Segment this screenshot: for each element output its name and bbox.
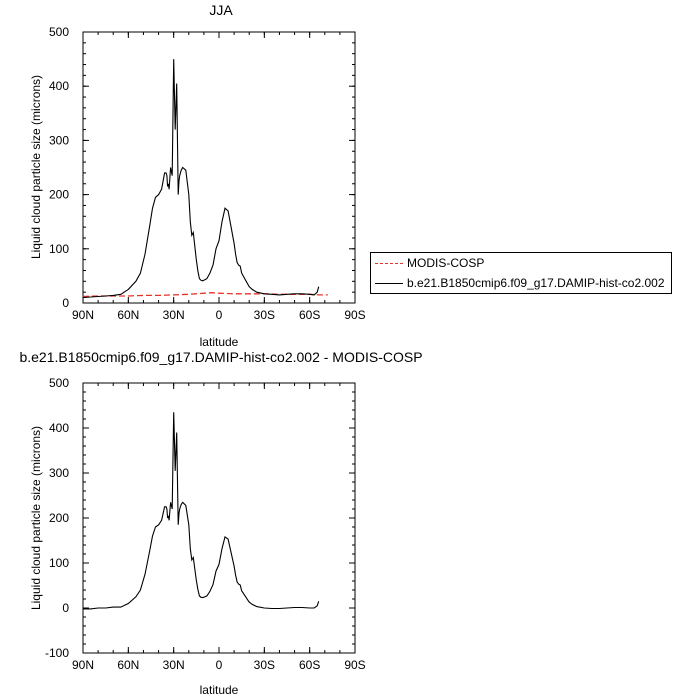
bottom-y-tick-label: 100 bbox=[49, 556, 69, 570]
bottom-x-tick-label: 0 bbox=[216, 658, 223, 672]
top-x-tick-label: 90N bbox=[72, 308, 94, 322]
top-chart-title: JJA bbox=[209, 2, 233, 18]
top-x-tick-label: 60N bbox=[117, 308, 139, 322]
bottom-x-tick-label: 90N bbox=[72, 658, 94, 672]
top-series-line-model bbox=[82, 59, 320, 299]
top-x-tick-label: 30N bbox=[163, 308, 185, 322]
bottom-panel: b.e21.B1850cmip6.f09_g17.DAMIP-hist-co2.… bbox=[19, 349, 422, 697]
bottom-y-tick-label: 400 bbox=[49, 421, 69, 435]
top-x-tick-label: 0 bbox=[216, 308, 223, 322]
bottom-series-line-model bbox=[83, 412, 320, 610]
bottom-y-tick-label: 500 bbox=[49, 376, 69, 390]
top-axis-ticks: 90N 60N 30N 0 30S 60S 90S 0 100 200 300 400 500 bbox=[49, 25, 366, 322]
bottom-x-tick-label: 60S bbox=[299, 658, 320, 672]
top-x-tick-label: 90S bbox=[344, 308, 365, 322]
bottom-axis-ticks: 90N 60N 30N 0 30S 60S 90S -100 0 100 200 300 400 500 bbox=[45, 376, 366, 672]
bottom-plot-frame bbox=[82, 382, 356, 654]
top-x-tick-label: 60S bbox=[299, 308, 320, 322]
legend-swatch-solid bbox=[375, 283, 403, 284]
bottom-y-tick-label: 0 bbox=[62, 601, 69, 615]
top-panel: JJA 90N 60N 30N 0 30S 60S 90S0100200300400500 … bbox=[29, 2, 366, 349]
top-y-tick-label: 0 bbox=[62, 296, 69, 310]
top-plot-frame bbox=[82, 31, 356, 304]
bottom-y-tick-label: -100 bbox=[45, 646, 69, 660]
legend-label-model: b.e21.B1850cmip6.f09_g17.DAMIP-hist-co2.… bbox=[407, 276, 665, 290]
bottom-y-tick-label: 200 bbox=[49, 511, 69, 525]
bottom-x-tick-label: 30N bbox=[163, 658, 185, 672]
legend-item-modis: MODIS-COSP bbox=[371, 255, 671, 275]
top-y-tick-label: 500 bbox=[49, 25, 69, 39]
bottom-x-tick-label: 30S bbox=[254, 658, 275, 672]
bottom-x-tick-label: 90S bbox=[344, 658, 365, 672]
top-x-axis-label: latitude bbox=[200, 335, 239, 349]
bottom-chart-title: b.e21.B1850cmip6.f09_g17.DAMIP-hist-co2.… bbox=[19, 349, 422, 365]
top-y-tick-label: 300 bbox=[49, 133, 69, 147]
legend-label-modis: MODIS-COSP bbox=[407, 256, 485, 270]
bottom-series-group bbox=[83, 412, 320, 610]
bottom-y-axis-label: Liquid cloud particle size (microns) bbox=[29, 426, 43, 610]
top-y-tick-label: 100 bbox=[49, 242, 69, 256]
top-y-tick-label: 200 bbox=[49, 188, 69, 202]
bottom-x-axis-label: latitude bbox=[200, 683, 239, 697]
top-y-tick-label: 400 bbox=[49, 79, 69, 93]
bottom-x-tick-label: 60N bbox=[117, 658, 139, 672]
top-x-tick-label: 30S bbox=[254, 308, 275, 322]
bottom-y-tick-label: 300 bbox=[49, 466, 69, 480]
top-y-axis-label: Liquid cloud particle size (microns) bbox=[29, 75, 43, 259]
legend-swatch-dashed bbox=[375, 263, 403, 264]
top-series-group bbox=[82, 59, 328, 299]
legend-item-model: b.e21.B1850cmip6.f09_g17.DAMIP-hist-co2.… bbox=[371, 275, 671, 295]
legend: MODIS-COSP b.e21.B1850cmip6.f09_g17.DAMI… bbox=[370, 252, 672, 294]
